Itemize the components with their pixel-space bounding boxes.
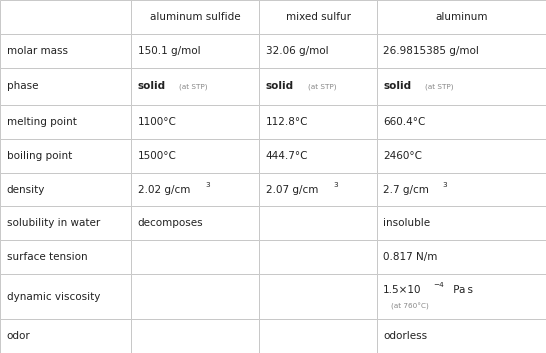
Text: 0.817 N/m: 0.817 N/m [383, 252, 438, 262]
Text: (at STP): (at STP) [425, 83, 454, 90]
Text: 3: 3 [334, 182, 338, 188]
Text: odor: odor [7, 331, 30, 341]
Bar [0, 240, 131, 274]
Bar [131, 173, 259, 207]
Bar [259, 105, 377, 139]
Text: 2.02 g/cm: 2.02 g/cm [138, 185, 190, 195]
Bar [377, 34, 546, 67]
Bar [0, 173, 131, 207]
Bar [259, 240, 377, 274]
Text: Pa s: Pa s [449, 285, 473, 295]
Text: mixed sulfur: mixed sulfur [286, 12, 351, 22]
Bar [377, 240, 546, 274]
Bar [377, 139, 546, 173]
Bar [0, 0, 131, 34]
Bar [131, 274, 259, 319]
Text: 26.9815385 g/mol: 26.9815385 g/mol [383, 46, 479, 56]
Bar [259, 319, 377, 353]
Text: (at 760°C): (at 760°C) [391, 303, 429, 310]
Text: (at STP): (at STP) [307, 83, 336, 90]
Bar [377, 0, 546, 34]
Text: decomposes: decomposes [138, 218, 203, 228]
Text: boiling point: boiling point [7, 151, 72, 161]
Bar [0, 34, 131, 67]
Bar [131, 34, 259, 67]
Bar [377, 67, 546, 105]
Bar [377, 207, 546, 240]
Bar [377, 105, 546, 139]
Text: molar mass: molar mass [7, 46, 68, 56]
Text: 2460°C: 2460°C [383, 151, 422, 161]
Bar [0, 67, 131, 105]
Bar [131, 0, 259, 34]
Bar [259, 274, 377, 319]
Bar [131, 240, 259, 274]
Text: phase: phase [7, 81, 38, 91]
Bar [259, 139, 377, 173]
Text: 2.07 g/cm: 2.07 g/cm [266, 185, 318, 195]
Text: melting point: melting point [7, 117, 76, 127]
Bar [131, 207, 259, 240]
Bar [259, 34, 377, 67]
Bar [131, 67, 259, 105]
Text: solubility in water: solubility in water [7, 218, 100, 228]
Text: 660.4°C: 660.4°C [383, 117, 426, 127]
Bar [0, 105, 131, 139]
Text: (at STP): (at STP) [179, 83, 208, 90]
Bar [259, 0, 377, 34]
Text: solid: solid [138, 81, 166, 91]
Text: 32.06 g/mol: 32.06 g/mol [266, 46, 329, 56]
Bar [0, 274, 131, 319]
Bar [131, 319, 259, 353]
Text: 2.7 g/cm: 2.7 g/cm [383, 185, 429, 195]
Bar [259, 67, 377, 105]
Text: odorless: odorless [383, 331, 428, 341]
Text: solid: solid [266, 81, 294, 91]
Text: density: density [7, 185, 45, 195]
Text: 150.1 g/mol: 150.1 g/mol [138, 46, 200, 56]
Bar [377, 274, 546, 319]
Text: aluminum: aluminum [435, 12, 488, 22]
Text: insoluble: insoluble [383, 218, 430, 228]
Bar [377, 173, 546, 207]
Text: dynamic viscosity: dynamic viscosity [7, 292, 100, 301]
Bar [0, 139, 131, 173]
Text: 3: 3 [205, 182, 210, 188]
Text: 3: 3 [442, 182, 447, 188]
Bar [0, 319, 131, 353]
Bar [259, 173, 377, 207]
Text: solid: solid [383, 81, 412, 91]
Bar [131, 139, 259, 173]
Text: surface tension: surface tension [7, 252, 87, 262]
Text: 444.7°C: 444.7°C [266, 151, 308, 161]
Bar [259, 207, 377, 240]
Bar [131, 105, 259, 139]
Text: −4: −4 [433, 282, 444, 288]
Text: 112.8°C: 112.8°C [266, 117, 308, 127]
Text: 1500°C: 1500°C [138, 151, 176, 161]
Text: aluminum sulfide: aluminum sulfide [150, 12, 240, 22]
Text: 1100°C: 1100°C [138, 117, 176, 127]
Bar [0, 207, 131, 240]
Bar [377, 319, 546, 353]
Text: 1.5×10: 1.5×10 [383, 285, 422, 295]
